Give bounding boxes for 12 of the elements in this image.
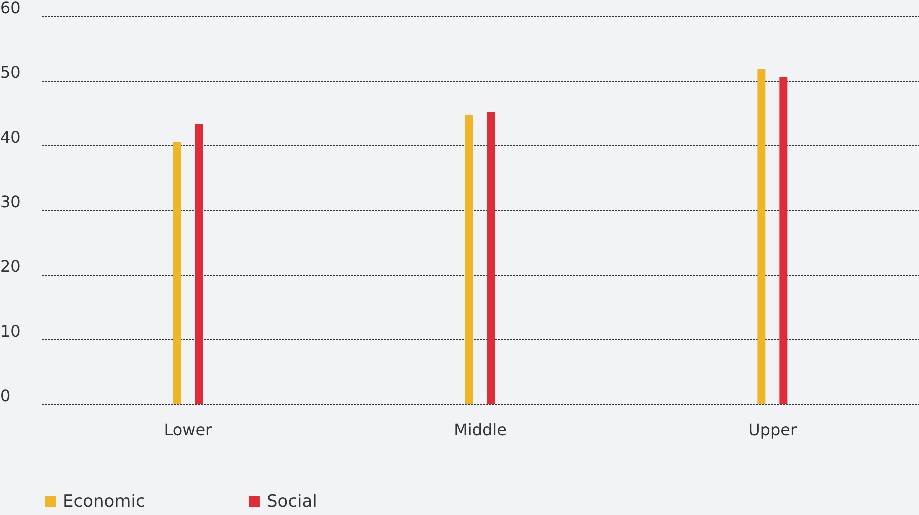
y-tick-label: 20 — [0, 257, 21, 276]
y-tick-label: 60 — [0, 0, 21, 18]
x-tick-label: Middle — [454, 420, 507, 440]
y-tick-label: 50 — [0, 63, 21, 82]
x-tick-label: Upper — [748, 420, 798, 440]
x-tick-label: Lower — [164, 420, 213, 440]
y-tick-label: 40 — [0, 128, 21, 147]
legend-label: Economic — [63, 492, 146, 512]
y-tick-label: 30 — [0, 192, 21, 212]
legend-label: Social — [267, 492, 318, 512]
y-tick-label: 0 — [0, 386, 11, 406]
y-tick-label: 10 — [0, 322, 21, 341]
